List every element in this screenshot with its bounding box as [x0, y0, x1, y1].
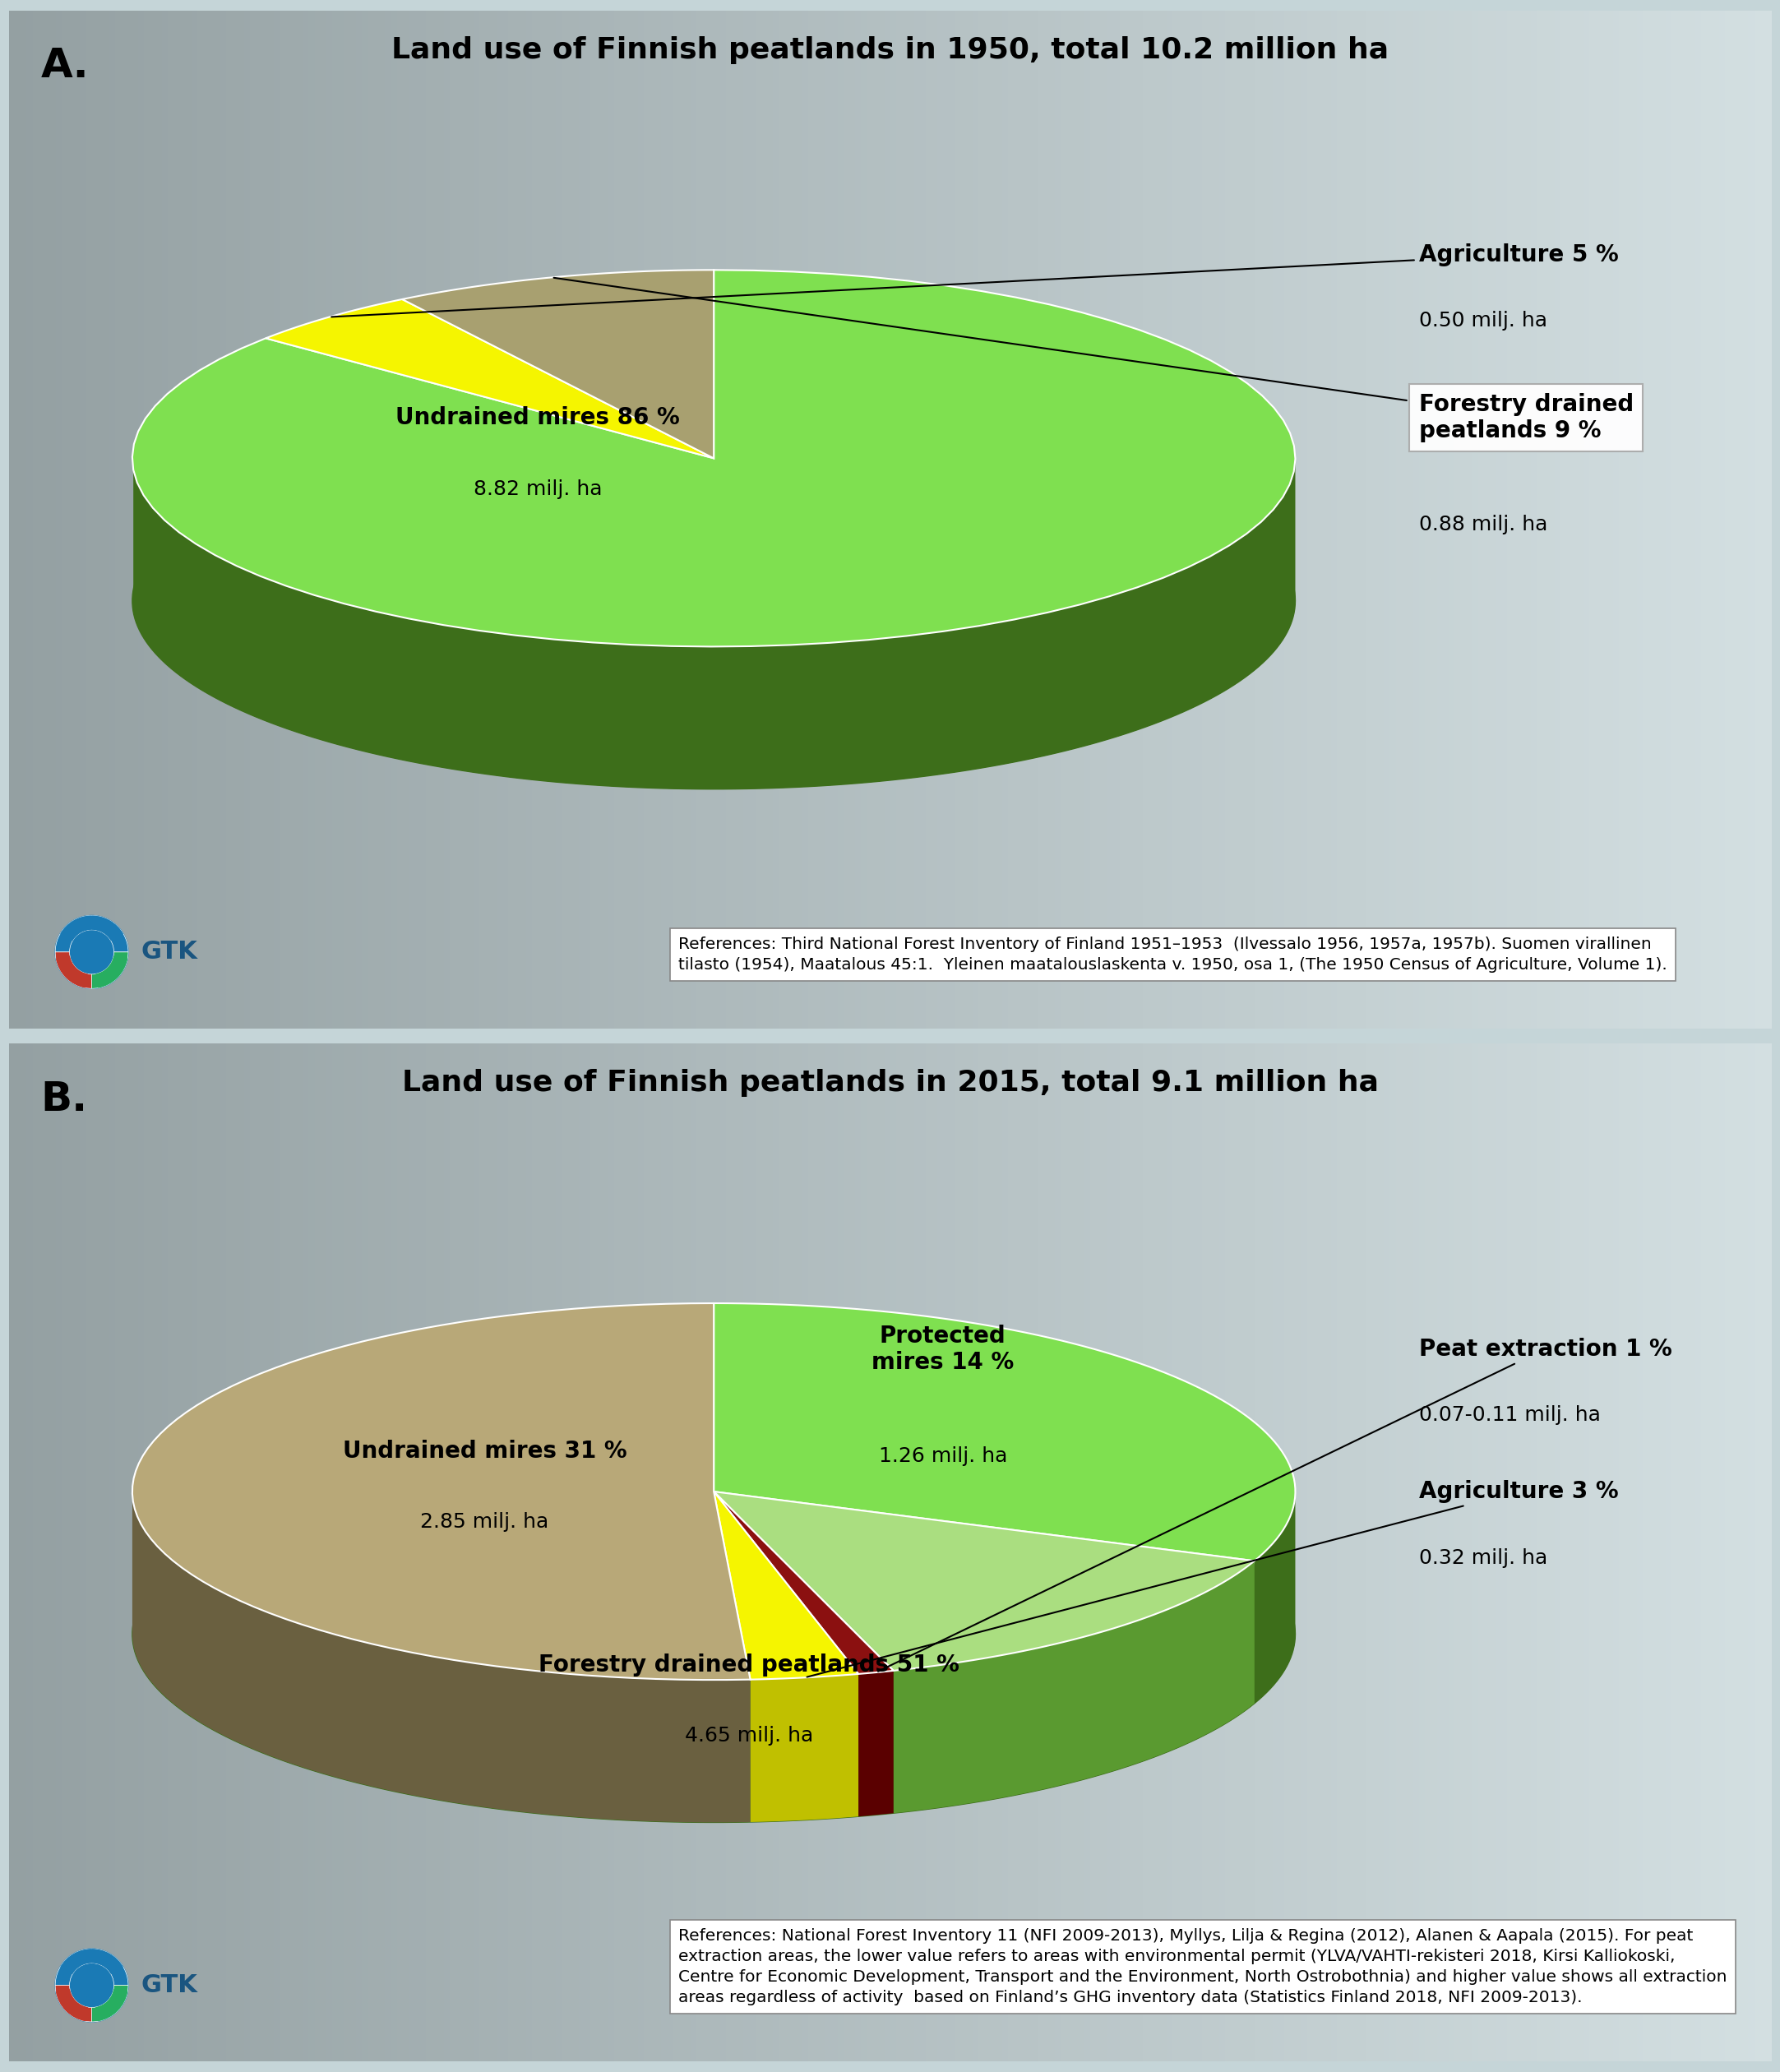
Text: Land use of Finnish peatlands in 2015, total 9.1 million ha: Land use of Finnish peatlands in 2015, t…	[402, 1069, 1378, 1096]
Text: 0.07-0.11 milj. ha: 0.07-0.11 milj. ha	[1419, 1405, 1600, 1426]
Text: 4.65 milj. ha: 4.65 milj. ha	[685, 1726, 813, 1747]
Polygon shape	[132, 1303, 751, 1680]
Text: Forestry drained peatlands 51 %: Forestry drained peatlands 51 %	[539, 1653, 959, 1676]
Text: Protected
mires 14 %: Protected mires 14 %	[872, 1324, 1015, 1374]
Polygon shape	[132, 1494, 751, 1823]
Text: A.: A.	[41, 46, 89, 85]
Text: 0.88 milj. ha: 0.88 milj. ha	[1419, 514, 1547, 535]
Polygon shape	[858, 1670, 894, 1817]
Text: Agriculture 5 %: Agriculture 5 %	[331, 242, 1618, 317]
Polygon shape	[714, 1492, 894, 1674]
Polygon shape	[751, 1674, 858, 1821]
Text: 0.50 milj. ha: 0.50 milj. ha	[1419, 311, 1547, 332]
Polygon shape	[714, 1303, 1296, 1560]
Polygon shape	[132, 1446, 1296, 1823]
Polygon shape	[714, 1492, 1255, 1670]
Text: Land use of Finnish peatlands in 1950, total 10.2 million ha: Land use of Finnish peatlands in 1950, t…	[392, 35, 1388, 64]
Text: 0.32 milj. ha: 0.32 milj. ha	[1419, 1548, 1547, 1569]
Text: 1.26 milj. ha: 1.26 milj. ha	[879, 1446, 1007, 1465]
Polygon shape	[132, 412, 1296, 789]
Polygon shape	[714, 1492, 858, 1680]
Text: Undrained mires 31 %: Undrained mires 31 %	[342, 1440, 627, 1463]
Text: B.: B.	[41, 1080, 87, 1119]
Text: Peat extraction 1 %: Peat extraction 1 %	[878, 1339, 1671, 1672]
Text: References: National Forest Inventory 11 (NFI 2009-2013), Myllys, Lilja & Regina: References: National Forest Inventory 11…	[678, 1929, 1727, 2006]
Text: 8.82 milj. ha: 8.82 milj. ha	[473, 479, 602, 499]
Text: Undrained mires 86 %: Undrained mires 86 %	[395, 406, 680, 429]
Text: References: Third National Forest Inventory of Finland 1951–1953  (Ilvessalo 195: References: Third National Forest Invent…	[678, 937, 1668, 972]
Text: Forestry drained
peatlands 9 %: Forestry drained peatlands 9 %	[554, 278, 1634, 443]
Text: Agriculture 3 %: Agriculture 3 %	[806, 1479, 1618, 1676]
Polygon shape	[894, 1560, 1255, 1813]
Polygon shape	[265, 298, 714, 458]
Text: 2.85 milj. ha: 2.85 milj. ha	[420, 1513, 548, 1531]
Polygon shape	[1255, 1494, 1296, 1703]
Polygon shape	[402, 269, 714, 458]
Polygon shape	[132, 269, 1296, 646]
Polygon shape	[134, 458, 1296, 789]
